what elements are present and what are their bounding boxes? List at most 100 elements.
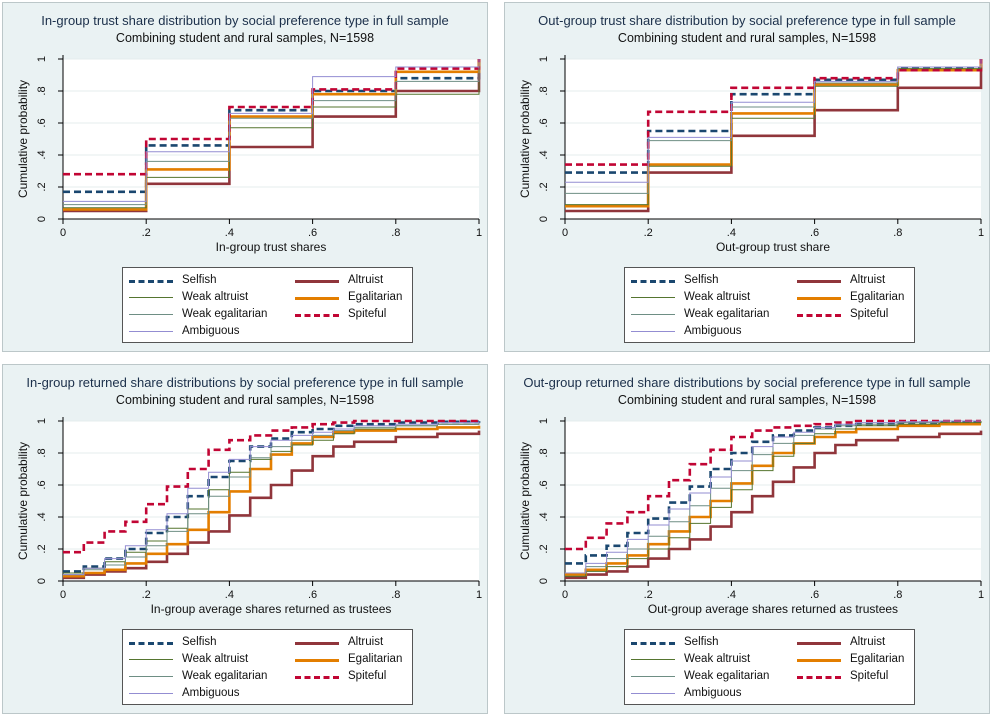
legend-label: Weak egalitarian bbox=[684, 670, 770, 682]
legend-label: Weak egalitarian bbox=[182, 670, 268, 682]
chart-title: In-group returned share distributions by… bbox=[26, 375, 464, 390]
legend: Selfish Altruist Weak altruist Egalitarian W… bbox=[122, 267, 413, 343]
series-line-ambiguous bbox=[565, 59, 982, 183]
series-line-altruist bbox=[565, 430, 983, 580]
y-tick-label: .8 bbox=[36, 86, 48, 95]
series-line-spiteful bbox=[63, 59, 481, 176]
y-tick-label: .2 bbox=[538, 182, 550, 191]
legend-label: Altruist bbox=[348, 636, 384, 648]
chart-title: Out-group returned share distributions b… bbox=[523, 375, 971, 390]
legend-label: Egalitarian bbox=[348, 291, 403, 303]
legend-swatch bbox=[797, 676, 841, 679]
x-tick-label: 0 bbox=[60, 227, 66, 239]
x-tick-label: .6 bbox=[308, 589, 317, 601]
x-tick-label: .4 bbox=[225, 589, 234, 601]
legend-label: Altruist bbox=[850, 274, 886, 286]
legend-label: Selfish bbox=[182, 636, 217, 648]
legend-swatch bbox=[129, 280, 173, 283]
legend-swatch bbox=[797, 659, 841, 662]
y-tick-label: 0 bbox=[538, 578, 550, 584]
legend-swatch bbox=[797, 280, 841, 283]
legend-label: Selfish bbox=[684, 274, 719, 286]
legend-label: Altruist bbox=[850, 636, 886, 648]
legend-label: Weak altruist bbox=[182, 291, 249, 303]
legend-swatch bbox=[129, 314, 173, 315]
legend-swatch bbox=[129, 693, 173, 694]
legend-swatch bbox=[295, 676, 339, 679]
x-tick-label: .6 bbox=[810, 227, 819, 239]
legend-label: Weak altruist bbox=[684, 291, 751, 303]
series-line-spiteful bbox=[565, 59, 983, 166]
legend-label: Egalitarian bbox=[348, 653, 403, 665]
y-tick-label: .4 bbox=[538, 150, 550, 159]
legend-label: Egalitarian bbox=[850, 653, 905, 665]
x-tick-label: .2 bbox=[142, 227, 151, 239]
y-tick-label: .6 bbox=[36, 118, 48, 127]
legend-label: Weak altruist bbox=[684, 653, 751, 665]
series-line-weak-egalitarian bbox=[63, 422, 480, 576]
legend-swatch bbox=[631, 693, 675, 694]
chart-subtitle: Combining student and rural samples, N=1… bbox=[115, 31, 375, 45]
y-tick-label: 1 bbox=[538, 56, 550, 62]
x-tick-label: .8 bbox=[391, 589, 400, 601]
y-tick-label: .6 bbox=[538, 480, 550, 489]
plot-area: 0 .2 .4 .6 .8 1 0 .2 .4 .6 .8 1 In-group trust share… bbox=[16, 55, 482, 254]
plot-background bbox=[63, 59, 479, 219]
y-tick-label: .4 bbox=[36, 150, 48, 159]
legend-swatch bbox=[797, 297, 841, 300]
legend-swatch bbox=[295, 642, 339, 645]
legend-swatch bbox=[129, 297, 173, 298]
x-tick-label: 0 bbox=[562, 589, 568, 601]
x-tick-label: 0 bbox=[60, 589, 66, 601]
y-tick-label: .4 bbox=[36, 512, 48, 521]
x-tick-label: .4 bbox=[727, 589, 736, 601]
y-axis-label: Cumulative probability bbox=[518, 442, 532, 560]
y-tick-label: .8 bbox=[36, 448, 48, 457]
chart-panel-outgroup-trust: Out-group trust share distribution by so… bbox=[504, 2, 990, 352]
legend-swatch bbox=[631, 314, 675, 315]
legend-label: Spiteful bbox=[850, 308, 889, 320]
legend-swatch bbox=[631, 659, 675, 660]
x-tick-label: .6 bbox=[308, 227, 317, 239]
x-axis-label: In-group average shares returned as trus… bbox=[151, 602, 392, 616]
legend-swatch bbox=[129, 331, 173, 332]
y-axis-label: Cumulative probability bbox=[518, 80, 532, 198]
y-tick-label: .6 bbox=[538, 118, 550, 127]
y-tick-label: 1 bbox=[36, 56, 48, 62]
y-tick-label: 1 bbox=[538, 418, 550, 424]
y-tick-label: 0 bbox=[36, 216, 48, 222]
legend: Selfish Altruist Weak altruist Egalitarian W… bbox=[624, 629, 915, 705]
chart-title: In-group trust share distribution by soc… bbox=[41, 13, 449, 28]
legend-swatch bbox=[129, 676, 173, 677]
x-tick-label: .8 bbox=[893, 227, 902, 239]
plot-area: 0 .2 .4 .6 .8 1 0 .2 .4 .6 .8 1 In-group average sha… bbox=[16, 417, 482, 616]
plot-background bbox=[565, 59, 981, 219]
series-line-ambiguous bbox=[565, 420, 981, 574]
series-line-weak-egalitarian bbox=[565, 420, 981, 574]
y-tick-label: .4 bbox=[538, 512, 550, 521]
y-tick-label: .2 bbox=[36, 182, 48, 191]
x-tick-label: .2 bbox=[644, 589, 653, 601]
series-line-weak-altruist bbox=[565, 421, 982, 577]
y-tick-label: .6 bbox=[36, 480, 48, 489]
legend-label: Egalitarian bbox=[850, 291, 905, 303]
legend-swatch bbox=[295, 297, 339, 300]
chart-subtitle: Combining student and rural samples, N=1… bbox=[617, 393, 877, 407]
legend-label: Weak egalitarian bbox=[684, 308, 770, 320]
x-tick-label: .4 bbox=[727, 227, 736, 239]
legend-swatch bbox=[631, 331, 675, 332]
legend-swatch bbox=[797, 314, 841, 317]
x-axis-label: Out-group trust share bbox=[716, 240, 830, 254]
legend-swatch bbox=[295, 280, 339, 283]
y-tick-label: .2 bbox=[36, 544, 48, 553]
chart-panel-ingroup-returned: In-group returned share distributions by… bbox=[2, 364, 488, 714]
x-tick-label: .6 bbox=[810, 589, 819, 601]
legend-swatch bbox=[129, 642, 173, 645]
legend-label: Selfish bbox=[182, 274, 217, 286]
legend: Selfish Altruist Weak altruist Egalitarian W… bbox=[624, 267, 915, 343]
legend-swatch bbox=[129, 659, 173, 660]
legend-label: Weak egalitarian bbox=[182, 308, 268, 320]
legend-label: Ambiguous bbox=[684, 687, 742, 699]
x-tick-label: 1 bbox=[476, 589, 482, 601]
